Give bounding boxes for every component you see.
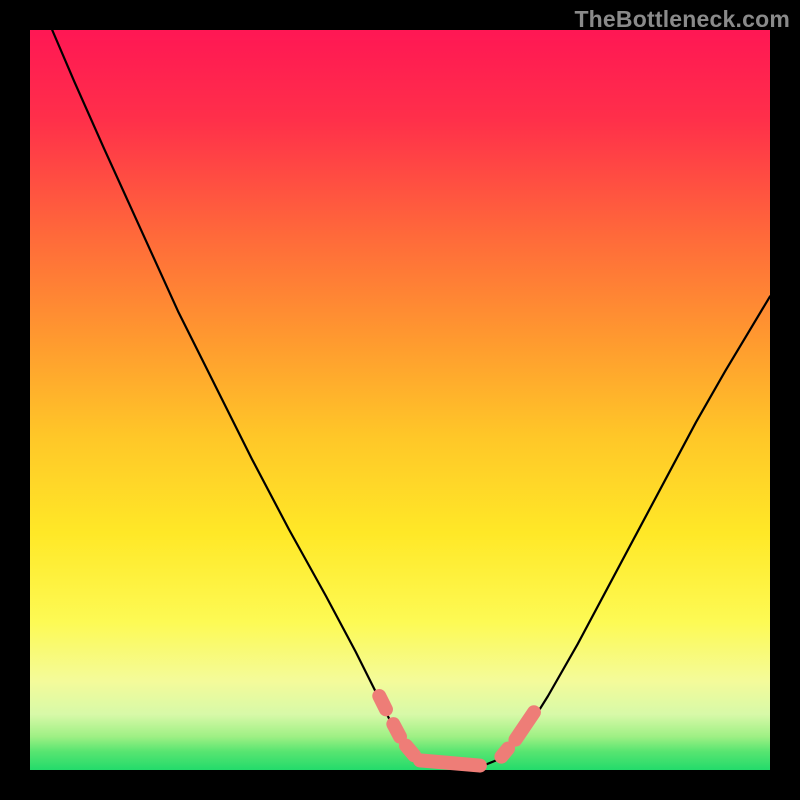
watermark-text: TheBottleneck.com: [574, 6, 790, 33]
marker-segment: [393, 724, 400, 737]
marker-segment: [501, 749, 508, 757]
marker-segment: [406, 746, 414, 756]
gradient-background: [30, 30, 770, 770]
marker-segment: [379, 696, 386, 709]
marker-segment: [420, 760, 480, 765]
bottleneck-chart: [0, 0, 800, 800]
